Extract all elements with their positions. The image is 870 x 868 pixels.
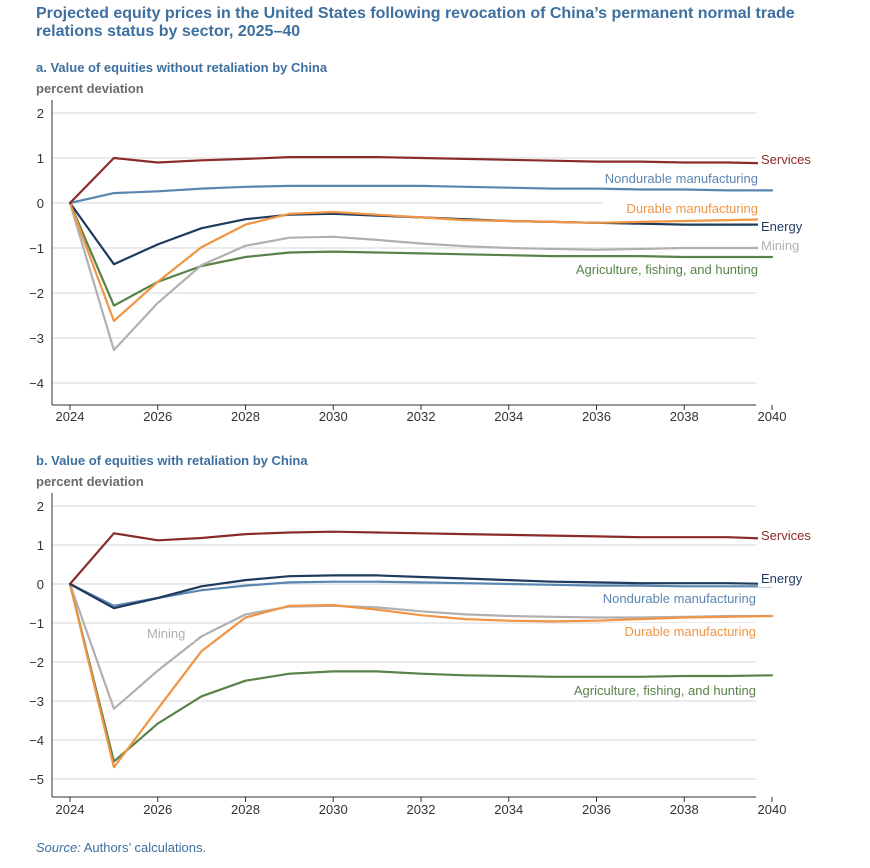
panel-a-chart: 2 1 0 −1 −2 −3 −4 2024 2026 2028 2030 2032 2034 2036 2…: [29, 100, 823, 424]
series-line-mining: [68, 201, 774, 352]
series-label-mining: Mining: [761, 238, 799, 253]
y-tick-label: −4: [29, 733, 44, 748]
x-tick-label: 2038: [670, 802, 699, 817]
x-tick-label: 2032: [407, 802, 436, 817]
y-tick-label: −5: [29, 772, 44, 787]
panel-b-ylabel: percent deviation: [36, 474, 144, 489]
series-label-nondurable-manufacturing: Nondurable manufacturing: [603, 591, 756, 606]
x-tick-label: 2040: [758, 802, 787, 817]
series-label-bg: [600, 623, 759, 640]
x-tick-label: 2028: [231, 802, 260, 817]
series-line-agriculture-fishing-and-hunting: [68, 582, 774, 763]
y-tick-label: −4: [29, 376, 44, 391]
series-line-agriculture-fishing-and-hunting: [68, 201, 774, 307]
x-tick-label: 2034: [494, 802, 523, 817]
y-tick-label: 1: [37, 151, 44, 166]
y-tick-label: 2: [37, 499, 44, 514]
series-line-energy: [68, 574, 774, 610]
x-tick-label: 2024: [56, 409, 85, 424]
panel-b-chart: 2 1 0 −1 −2 −3 −4 −5 2024 2026 2028 2030 2032 2034 203…: [29, 493, 823, 817]
x-tick-label: 2040: [758, 409, 787, 424]
y-tick-label: 1: [37, 538, 44, 553]
series-label-energy: Energy: [761, 219, 803, 234]
y-tick-label: 0: [37, 196, 44, 211]
x-tick-label: 2036: [582, 802, 611, 817]
x-tick-label: 2026: [143, 409, 172, 424]
series-label-bg: [516, 261, 761, 278]
series-line-nondurable-manufacturing: [68, 580, 774, 607]
source-text: Authors’ calculations.: [80, 840, 207, 855]
y-tick-label: −1: [29, 241, 44, 256]
series-label-energy: Energy: [761, 571, 803, 586]
panel-a-title: a. Value of equities without retaliation…: [36, 60, 328, 75]
x-tick-label: 2036: [582, 409, 611, 424]
y-tick-label: −2: [29, 286, 44, 301]
y-tick-label: −1: [29, 616, 44, 631]
y-tick-label: −3: [29, 694, 44, 709]
y-tick-label: 2: [37, 106, 44, 121]
y-tick-label: −3: [29, 331, 44, 346]
series-label-bg: [602, 200, 761, 217]
series-label-mining: Mining: [147, 626, 185, 641]
series-label-bg: [579, 590, 759, 607]
series-label-bg: [581, 170, 761, 187]
source-label: Source:: [36, 840, 81, 855]
series-label-bg: [758, 570, 809, 587]
x-tick-label: 2032: [407, 409, 436, 424]
x-tick-label: 2038: [670, 409, 699, 424]
series-line-services: [68, 156, 774, 205]
x-tick-label: 2024: [56, 802, 85, 817]
panel-a-grid: [52, 112, 756, 384]
x-tick-label: 2028: [231, 409, 260, 424]
series-line-mining: [68, 582, 774, 710]
series-line-nondurable-manufacturing: [68, 184, 774, 205]
figure-title: Projected equity prices in the United St…: [36, 5, 795, 40]
panel-b-title: b. Value of equities with retaliation by…: [36, 453, 308, 468]
series-label-durable-manufacturing: Durable manufacturing: [624, 624, 756, 639]
series-line-services: [68, 530, 774, 586]
panel-a-ylabel: percent deviation: [36, 81, 144, 96]
series-label-services: Services: [761, 152, 811, 167]
panel-b-grid: [52, 505, 756, 780]
series-label-agriculture-fishing-and-hunting: Agriculture, fishing, and hunting: [574, 683, 756, 698]
series-label-agriculture-fishing-and-hunting: Agriculture, fishing, and hunting: [576, 262, 758, 277]
y-tick-label: −2: [29, 655, 44, 670]
series-label-bg: [758, 527, 823, 544]
series-label-bg: [144, 625, 195, 642]
series-label-nondurable-manufacturing: Nondurable manufacturing: [605, 171, 758, 186]
x-tick-label: 2034: [494, 409, 523, 424]
x-tick-label: 2030: [319, 409, 348, 424]
x-tick-label: 2026: [143, 802, 172, 817]
series-line-durable-manufacturing: [68, 582, 774, 769]
series-label-bg: [758, 237, 809, 254]
series-label-bg: [758, 151, 823, 168]
x-tick-label: 2030: [319, 802, 348, 817]
series-label-services: Services: [761, 528, 811, 543]
series-label-bg: [758, 218, 809, 235]
series-label-durable-manufacturing: Durable manufacturing: [626, 201, 758, 216]
series-label-bg: [514, 682, 759, 699]
source-note: Source: Authors’ calculations.: [36, 840, 206, 855]
series-line-durable-manufacturing: [68, 201, 774, 322]
y-tick-label: 0: [37, 577, 44, 592]
